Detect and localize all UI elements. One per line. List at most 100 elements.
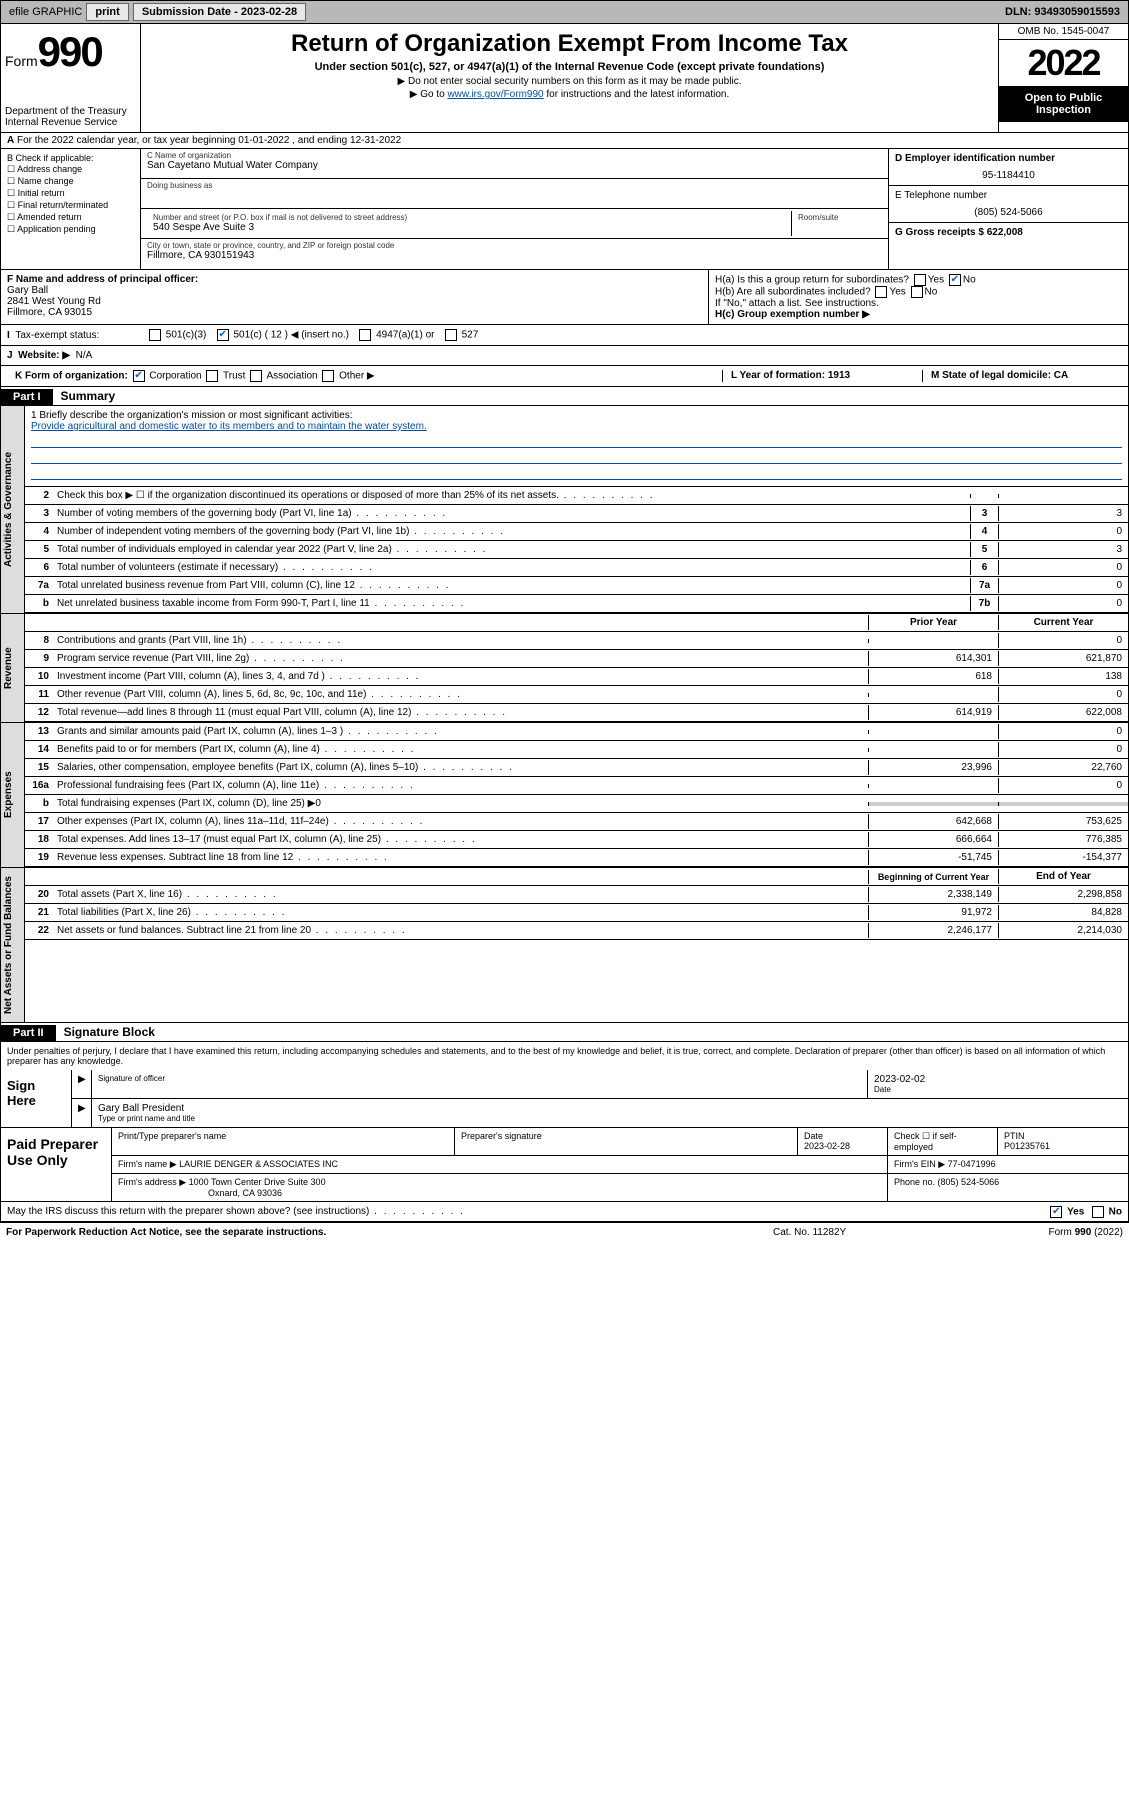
year-formation: L Year of formation: 1913	[731, 370, 850, 381]
city-value: Fillmore, CA 930151943	[147, 250, 882, 261]
dln-label: DLN: 93493059015593	[1005, 6, 1120, 18]
chk-trust[interactable]	[206, 370, 218, 382]
cat-no: Cat. No. 11282Y	[773, 1227, 973, 1238]
org-name-label: C Name of organization	[147, 151, 882, 160]
hb-no[interactable]	[911, 286, 923, 298]
ssn-note: ▶ Do not enter social security numbers o…	[147, 76, 992, 87]
summary-line: 5Total number of individuals employed in…	[25, 541, 1128, 559]
mission-block: 1 Briefly describe the organization's mi…	[25, 406, 1128, 487]
room-label: Room/suite	[798, 213, 876, 222]
line-a: A For the 2022 calendar year, or tax yea…	[0, 133, 1129, 149]
tax-year: 2022	[999, 40, 1128, 86]
firm-name: LAURIE DENGER & ASSOCIATES INC	[179, 1159, 338, 1169]
summary-line: 4Number of independent voting members of…	[25, 523, 1128, 541]
section-b-through-g: B Check if applicable: Address change Na…	[0, 149, 1129, 270]
signature-block: Under penalties of perjury, I declare th…	[0, 1042, 1129, 1222]
part-i-header: Part ISummary	[0, 387, 1129, 406]
print-button[interactable]: print	[86, 3, 128, 21]
submission-date-button[interactable]: Submission Date - 2023-02-28	[133, 3, 306, 21]
form-subtitle: Under section 501(c), 527, or 4947(a)(1)…	[147, 61, 992, 73]
summary-line: bTotal fundraising expenses (Part IX, co…	[25, 795, 1128, 813]
firm-addr2: Oxnard, CA 93036	[208, 1188, 282, 1198]
vtab-governance: Activities & Governance	[1, 406, 25, 613]
irs-label: Internal Revenue Service	[5, 117, 136, 128]
dept-label: Department of the Treasury	[5, 106, 136, 117]
omb-number: OMB No. 1545-0047	[999, 24, 1128, 40]
summary-line: 11Other revenue (Part VIII, column (A), …	[25, 686, 1128, 704]
summary-line: 2Check this box ▶ ☐ if the organization …	[25, 487, 1128, 505]
gross-value: 622,008	[987, 227, 1023, 238]
hb-yes[interactable]	[875, 286, 887, 298]
paperwork-notice: For Paperwork Reduction Act Notice, see …	[6, 1227, 773, 1238]
summary-line: 16aProfessional fundraising fees (Part I…	[25, 777, 1128, 795]
tel-label: E Telephone number	[895, 190, 1122, 201]
irs-link[interactable]: www.irs.gov/Form990	[447, 89, 543, 100]
chk-4947[interactable]	[359, 329, 371, 341]
form-header: Form990 Department of the Treasury Inter…	[0, 24, 1129, 133]
summary-line: 9Program service revenue (Part VIII, lin…	[25, 650, 1128, 668]
firm-ein: 77-0471996	[948, 1159, 996, 1169]
summary-line: 15Salaries, other compensation, employee…	[25, 759, 1128, 777]
revenue-header-row: Prior YearCurrent Year	[25, 614, 1128, 632]
chk-address-change[interactable]: Address change	[7, 164, 134, 175]
summary-line: 21Total liabilities (Part X, line 26)91,…	[25, 904, 1128, 922]
tel-value: (805) 524-5066	[895, 207, 1122, 218]
activities-governance-block: Activities & Governance 1 Briefly descri…	[0, 406, 1129, 614]
year-block: OMB No. 1545-0047 2022 Open to Public In…	[998, 24, 1128, 132]
chk-other[interactable]	[322, 370, 334, 382]
chk-amended-return[interactable]: Amended return	[7, 212, 134, 223]
chk-501c3[interactable]	[149, 329, 161, 341]
city-label: City or town, state or province, country…	[147, 241, 882, 250]
goto-note: ▶ Go to www.irs.gov/Form990 for instruct…	[147, 89, 992, 100]
part-ii-header: Part IISignature Block	[0, 1023, 1129, 1042]
col-c-org-info: C Name of organization San Cayetano Mutu…	[141, 149, 888, 269]
topbar: efile GRAPHIC print Submission Date - 20…	[0, 0, 1129, 24]
ein-label: D Employer identification number	[895, 153, 1055, 164]
chk-name-change[interactable]: Name change	[7, 176, 134, 187]
chk-assoc[interactable]	[250, 370, 262, 382]
summary-line: 13Grants and similar amounts paid (Part …	[25, 723, 1128, 741]
mission-text: Provide agricultural and domestic water …	[31, 421, 1122, 432]
col-b-checkboxes: B Check if applicable: Address change Na…	[1, 149, 141, 269]
chk-final-return[interactable]: Final return/terminated	[7, 200, 134, 211]
discuss-yes[interactable]	[1050, 1206, 1062, 1218]
chk-initial-return[interactable]: Initial return	[7, 188, 134, 199]
chk-corp[interactable]	[133, 370, 145, 382]
summary-line: bNet unrelated business taxable income f…	[25, 595, 1128, 613]
page-footer: For Paperwork Reduction Act Notice, see …	[0, 1222, 1129, 1242]
chk-application-pending[interactable]: Application pending	[7, 224, 134, 235]
firm-addr1: 1000 Town Center Drive Suite 300	[189, 1177, 326, 1187]
summary-line: 17Other expenses (Part IX, column (A), l…	[25, 813, 1128, 831]
summary-line: 10Investment income (Part VIII, column (…	[25, 668, 1128, 686]
ptin-value: P01235761	[1004, 1141, 1050, 1151]
ha-yes[interactable]	[914, 274, 926, 286]
vtab-expenses: Expenses	[1, 723, 25, 867]
vtab-net-assets: Net Assets or Fund Balances	[1, 868, 25, 1022]
section-j: J Website: ▶ N/A	[0, 346, 1129, 366]
summary-line: 8Contributions and grants (Part VIII, li…	[25, 632, 1128, 650]
form-title: Return of Organization Exempt From Incom…	[147, 30, 992, 58]
discuss-no[interactable]	[1092, 1206, 1104, 1218]
state-domicile: M State of legal domicile: CA	[931, 370, 1068, 381]
summary-line: 7aTotal unrelated business revenue from …	[25, 577, 1128, 595]
chk-501c[interactable]	[217, 329, 229, 341]
paid-preparer-label: Paid Preparer Use Only	[1, 1128, 111, 1201]
street-label: Number and street (or P.O. box if mail i…	[153, 213, 785, 222]
street-address: 540 Sespe Ave Suite 3	[153, 222, 785, 233]
perjury-declaration: Under penalties of perjury, I declare th…	[1, 1042, 1128, 1070]
efile-label: efile GRAPHIC	[9, 6, 82, 18]
summary-line: 14Benefits paid to or for members (Part …	[25, 741, 1128, 759]
summary-line: 12Total revenue—add lines 8 through 11 (…	[25, 704, 1128, 722]
chk-527[interactable]	[445, 329, 457, 341]
firm-phone: (805) 524-5066	[938, 1177, 1000, 1187]
expenses-block: Expenses 13Grants and similar amounts pa…	[0, 723, 1129, 868]
public-inspection: Open to Public Inspection	[999, 86, 1128, 122]
summary-line: 6Total number of volunteers (estimate if…	[25, 559, 1128, 577]
ein-value: 95-1184410	[895, 170, 1122, 181]
principal-officer: F Name and address of principal officer:…	[1, 270, 708, 324]
org-name: San Cayetano Mutual Water Company	[147, 160, 882, 171]
form-ref: Form 990 (2022)	[973, 1227, 1123, 1238]
discuss-row: May the IRS discuss this return with the…	[1, 1201, 1128, 1221]
ha-no[interactable]	[949, 274, 961, 286]
form-number-block: Form990 Department of the Treasury Inter…	[1, 24, 141, 132]
